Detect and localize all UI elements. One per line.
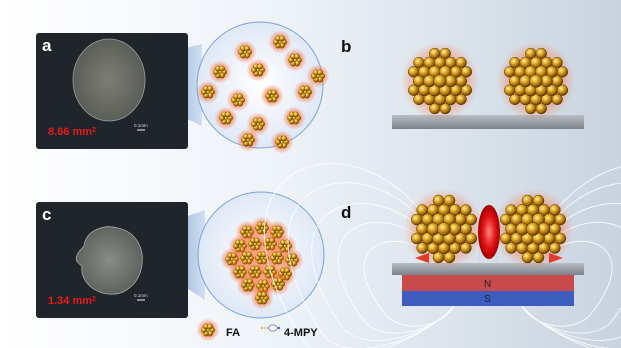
fa-supraparticle bbox=[492, 188, 574, 270]
fa-supraparticle bbox=[496, 41, 576, 121]
fa-cluster bbox=[226, 88, 250, 112]
fa-cluster bbox=[196, 318, 220, 342]
legend-mpy-label: 4-MPY bbox=[284, 327, 318, 339]
arrow-left bbox=[415, 253, 429, 263]
magnet-north-label: N bbox=[484, 279, 491, 290]
panel-letter-c: c bbox=[42, 205, 51, 224]
droplet-spot-c bbox=[75, 226, 143, 295]
scale-label-c: 0.1mm bbox=[134, 293, 148, 298]
panel-a: a 8.66 mm2 0.1mm bbox=[36, 21, 330, 154]
fa-cluster bbox=[196, 80, 220, 104]
fa-supraparticle bbox=[403, 188, 485, 270]
field-line bbox=[517, 182, 621, 348]
fa-cluster bbox=[260, 84, 284, 108]
fa-cluster bbox=[233, 40, 257, 64]
fa-cluster bbox=[214, 106, 238, 130]
mpy-legend-icon bbox=[260, 324, 281, 332]
hotspot bbox=[478, 205, 500, 259]
legend: FA 4-MPY bbox=[196, 318, 318, 342]
magnet-south-label: S bbox=[484, 294, 491, 305]
fa-legend-icon bbox=[196, 318, 220, 342]
fa-cluster bbox=[208, 60, 232, 84]
magnet-south bbox=[402, 291, 574, 306]
panel-letter-b: b bbox=[341, 37, 351, 56]
fa-cluster bbox=[268, 30, 292, 54]
fa-cluster bbox=[293, 80, 317, 104]
fa-supraparticle bbox=[400, 41, 480, 121]
area-label-c: 1.34 mm2 bbox=[48, 295, 96, 307]
panel-letter-d: d bbox=[341, 203, 351, 222]
fa-cluster bbox=[306, 64, 330, 88]
substrate-d bbox=[392, 263, 584, 275]
panel-letter-a: a bbox=[42, 36, 52, 55]
fa-cluster bbox=[270, 130, 294, 154]
arrow-right bbox=[549, 253, 563, 263]
field-line bbox=[517, 166, 621, 348]
magnet-north bbox=[402, 275, 574, 291]
panel-c: c 1.34 mm2 0.1mm bbox=[36, 191, 325, 319]
fa-cluster bbox=[236, 128, 260, 152]
aggregated-fa-clusters bbox=[220, 216, 304, 310]
field-line bbox=[287, 182, 459, 348]
fa-cluster bbox=[282, 106, 306, 130]
dispersed-fa-clusters bbox=[196, 30, 330, 154]
scale-label-a: 0.1mm bbox=[134, 123, 148, 128]
fa-cluster bbox=[283, 48, 307, 72]
fa-cluster bbox=[246, 58, 270, 82]
fa-particle-pair-d bbox=[403, 188, 574, 270]
fa-cluster bbox=[250, 286, 274, 310]
panel-b: b bbox=[341, 37, 584, 129]
panel-d: d N S bbox=[264, 163, 621, 348]
droplet-spot-a bbox=[72, 38, 146, 122]
fa-particle-pair-b bbox=[400, 41, 576, 121]
area-label-a: 8.66 mm2 bbox=[48, 126, 96, 138]
substrate-b bbox=[392, 115, 584, 129]
legend-fa-label: FA bbox=[226, 327, 240, 339]
field-line bbox=[264, 163, 459, 348]
